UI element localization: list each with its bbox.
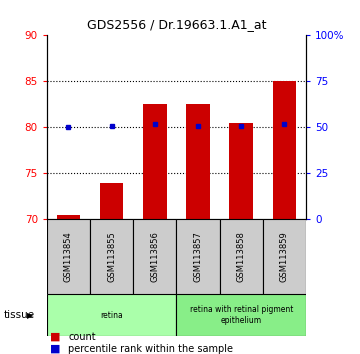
Text: GSM113855: GSM113855 (107, 231, 116, 282)
Text: retina: retina (100, 310, 123, 320)
Bar (176, 294, 306, 336)
Text: GSM113857: GSM113857 (194, 231, 202, 282)
Text: GSM113859: GSM113859 (280, 231, 289, 282)
Text: ■: ■ (50, 344, 61, 354)
Text: percentile rank within the sample: percentile rank within the sample (68, 344, 233, 354)
Text: count: count (68, 332, 96, 342)
Bar (186, 104, 210, 219)
Bar (57, 215, 80, 219)
Bar (263, 219, 306, 294)
Text: GSM113858: GSM113858 (237, 231, 246, 282)
Text: GSM113854: GSM113854 (64, 231, 73, 282)
Text: GSM113856: GSM113856 (150, 231, 159, 282)
Text: retina with retinal pigment
epithelium: retina with retinal pigment epithelium (189, 306, 293, 325)
Text: ■: ■ (50, 332, 61, 342)
Bar (47, 219, 90, 294)
Bar (229, 123, 253, 219)
Bar (220, 219, 263, 294)
Bar (133, 219, 176, 294)
Bar (90, 219, 133, 294)
Bar (143, 104, 167, 219)
Bar (100, 183, 123, 219)
Bar (47, 294, 176, 336)
Title: GDS2556 / Dr.19663.1.A1_at: GDS2556 / Dr.19663.1.A1_at (87, 18, 266, 32)
Text: tissue: tissue (4, 310, 35, 320)
Bar (176, 219, 220, 294)
Bar (273, 81, 296, 219)
Text: ▶: ▶ (27, 310, 33, 320)
